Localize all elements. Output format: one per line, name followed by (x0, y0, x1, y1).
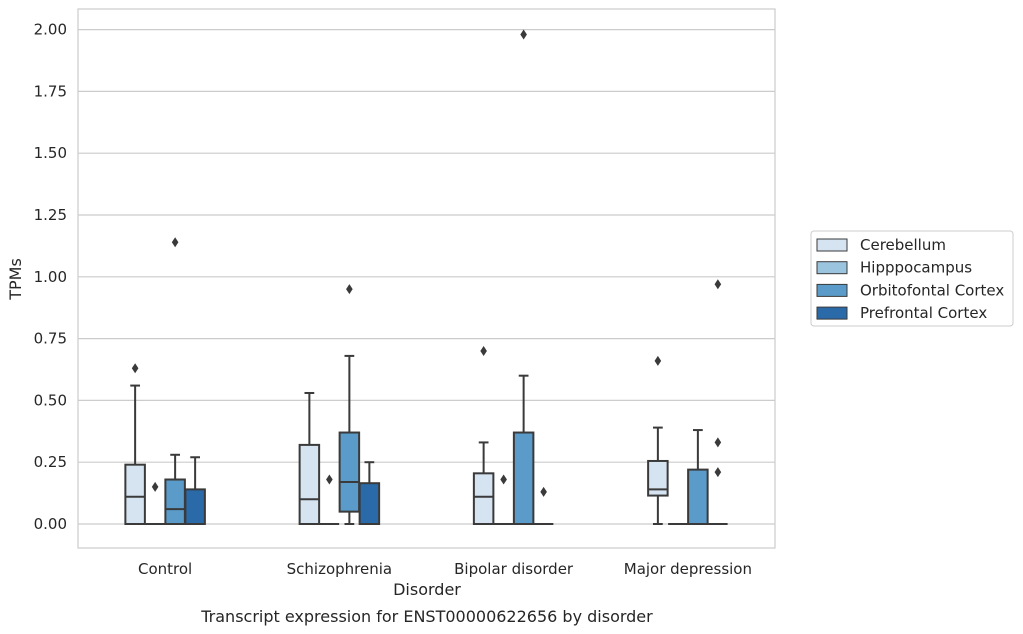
y-tick-label: 1.50 (34, 144, 67, 162)
y-tick-label: 0.75 (34, 330, 67, 348)
x-tick-label: Schizophrenia (287, 560, 392, 578)
box-body (472, 472, 495, 526)
legend-swatch (816, 283, 848, 297)
legend-swatch (816, 306, 848, 320)
legend-swatch (816, 261, 848, 275)
outliers (131, 29, 722, 497)
legend-label: Cerebellum (860, 236, 946, 254)
box-cerebellum-3 (647, 426, 669, 525)
outlier-point (714, 437, 722, 448)
outlier-point (520, 29, 527, 40)
outlier-point (480, 345, 487, 356)
chart-caption: Transcript expression for ENST0000062265… (200, 607, 653, 626)
y-axis-ticks: 0.00 0.25 0.50 0.75 1.00 1.25 1.50 1.75 2.00 (34, 21, 67, 533)
outlier-point (171, 237, 179, 248)
x-tick-label: Control (138, 560, 192, 578)
boxes (124, 354, 728, 526)
outlier-point (714, 467, 722, 478)
legend-label: Prefrontal Cortex (860, 304, 987, 322)
box-orbitofontal-cortex-0 (164, 453, 186, 525)
x-tick-label: Major depression (624, 560, 752, 578)
legend-swatch (816, 238, 848, 252)
y-tick-label: 2.00 (34, 21, 67, 39)
box-body (184, 488, 206, 525)
outlier-point (540, 486, 547, 497)
legend-frame (810, 230, 1014, 327)
box-body (338, 431, 361, 513)
box-body (687, 468, 709, 525)
legend-label: Hipppocampus (860, 259, 972, 277)
x-axis-ticks: Control Schizophrenia Bipolar disorder Majo… (138, 560, 752, 578)
box-body (164, 478, 186, 525)
box-orbitofontal-cortex-3 (687, 429, 709, 525)
plot-area-frame (77, 8, 776, 549)
outlier-point (654, 355, 662, 366)
outlier-point (500, 474, 507, 485)
box-body (298, 443, 321, 525)
y-tick-label: 0.25 (34, 453, 67, 471)
y-tick-label: 0.00 (34, 515, 67, 533)
legend: Cerebellum Hipppocampus Orbitofontal Corte… (810, 230, 1014, 327)
legend-label: Orbitofontal Cortex (860, 281, 1004, 299)
outlier-point (714, 279, 722, 290)
outlier-point (151, 481, 159, 492)
box-body (647, 459, 669, 497)
box-prefrontal-cortex-1 (358, 461, 381, 526)
box-cerebellum-1 (298, 391, 321, 525)
box-prefrontal-cortex-0 (184, 456, 206, 525)
box-orbitofontal-cortex-1 (338, 354, 361, 525)
outlier-point (346, 284, 353, 295)
box-cerebellum-0 (124, 384, 146, 525)
box-body (124, 463, 146, 525)
box-body (512, 431, 535, 526)
y-tick-label: 1.00 (34, 268, 67, 286)
box-body (358, 482, 381, 526)
x-tick-label: Bipolar disorder (454, 560, 574, 578)
gridlines (78, 29, 775, 525)
x-axis-label: Disorder (393, 580, 461, 599)
y-tick-label: 1.25 (34, 206, 67, 224)
outlier-point (131, 363, 139, 374)
box-orbitofontal-cortex-2 (512, 374, 535, 526)
y-tick-label: 0.50 (34, 391, 67, 409)
box-cerebellum-2 (472, 441, 495, 526)
y-tick-label: 1.75 (34, 82, 67, 100)
outlier-point (326, 474, 333, 485)
y-axis-label: TPMs (6, 258, 25, 301)
